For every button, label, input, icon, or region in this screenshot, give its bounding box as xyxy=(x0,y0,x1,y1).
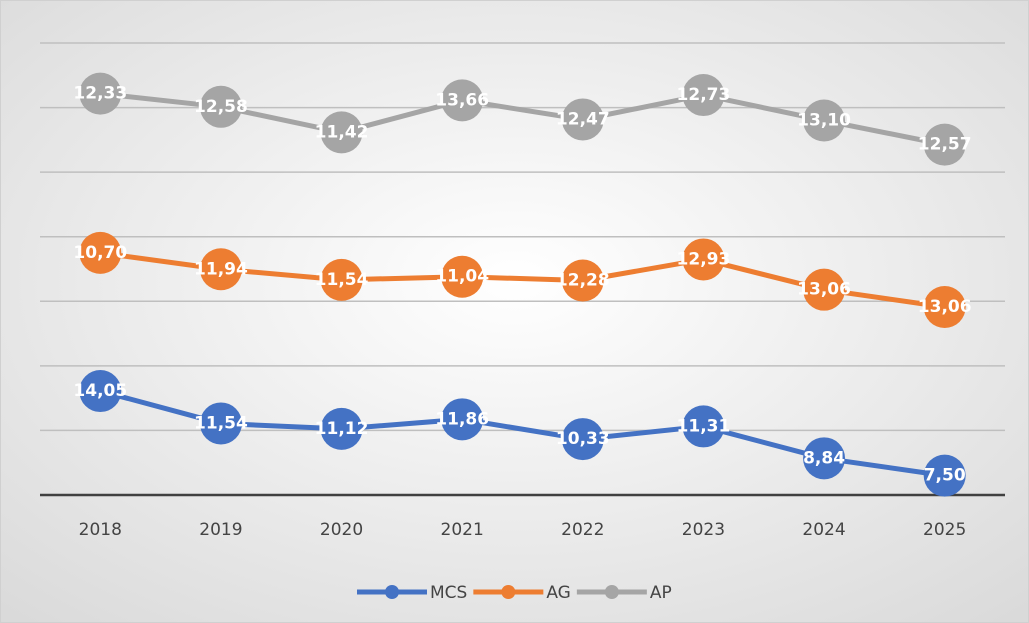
data-label: 7,50 xyxy=(924,466,966,486)
data-label: 11,12 xyxy=(315,419,369,439)
marker xyxy=(79,370,122,413)
marker xyxy=(682,74,725,117)
marker xyxy=(682,238,725,281)
x-tick-label: 2024 xyxy=(802,520,845,540)
data-label: 14,05 xyxy=(73,381,127,401)
legend-marker xyxy=(385,585,399,599)
x-tick-label: 2025 xyxy=(923,520,966,540)
marker xyxy=(803,99,846,142)
data-label: 11,54 xyxy=(194,413,248,433)
data-label: 12,28 xyxy=(556,270,610,290)
data-label: 13,66 xyxy=(435,90,489,110)
data-label: 10,70 xyxy=(73,243,127,263)
data-label: 11,42 xyxy=(315,122,369,142)
data-label: 11,94 xyxy=(194,259,248,279)
marker xyxy=(79,72,122,115)
marker xyxy=(79,231,122,274)
data-label: 11,86 xyxy=(435,409,489,429)
data-label: 12,73 xyxy=(677,85,731,105)
marker xyxy=(803,437,846,480)
data-label: 8,84 xyxy=(803,448,845,468)
data-label: 13,06 xyxy=(918,297,972,317)
data-label: 11,31 xyxy=(677,416,731,436)
marker xyxy=(320,407,363,450)
marker xyxy=(923,454,966,497)
legend-label: AP xyxy=(650,583,672,603)
data-label: 11,04 xyxy=(435,267,489,287)
marker xyxy=(441,79,484,122)
x-tick-label: 2022 xyxy=(561,520,604,540)
marker xyxy=(803,268,846,311)
legend-label: AG xyxy=(546,583,571,603)
x-tick-label: 2021 xyxy=(441,520,484,540)
data-label: 11,54 xyxy=(315,270,369,290)
marker xyxy=(441,398,484,441)
data-label: 12,93 xyxy=(677,249,731,269)
marker xyxy=(199,248,242,291)
marker xyxy=(561,259,604,302)
marker xyxy=(320,258,363,301)
x-tick-label: 2020 xyxy=(320,520,363,540)
x-tick-label: 2018 xyxy=(79,520,122,540)
x-tick-label: 2019 xyxy=(199,520,242,540)
legend-marker xyxy=(604,585,619,599)
marker xyxy=(320,111,363,154)
data-label: 12,57 xyxy=(918,135,972,155)
x-tick-label: 2023 xyxy=(682,520,725,540)
marker xyxy=(923,285,966,328)
data-label: 12,58 xyxy=(194,97,248,117)
data-label: 13,10 xyxy=(797,110,851,130)
legend-label: MCS xyxy=(430,583,467,603)
marker xyxy=(561,98,604,141)
marker xyxy=(923,123,966,166)
data-label: 13,06 xyxy=(797,280,851,300)
marker xyxy=(682,405,725,448)
marker xyxy=(199,402,242,445)
data-label: 12,47 xyxy=(556,109,610,129)
legend-marker xyxy=(501,585,516,599)
marker xyxy=(441,255,484,298)
marker xyxy=(199,85,242,128)
marker xyxy=(561,418,604,461)
data-label: 10,33 xyxy=(556,429,610,449)
data-label: 12,33 xyxy=(73,84,127,104)
